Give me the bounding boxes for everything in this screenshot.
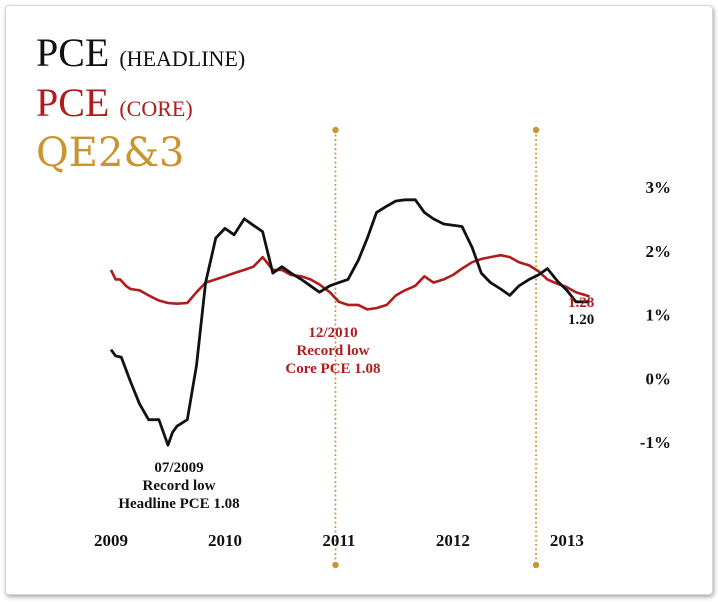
legend-core-sub: (CORE) bbox=[119, 96, 192, 121]
y-tick-label: -1% bbox=[640, 433, 671, 452]
y-tick-label: 2% bbox=[646, 242, 672, 261]
annotation-core-low: 12/2010 Record low Core PCE 1.08 bbox=[285, 325, 380, 377]
legend-core: PCE (CORE) bbox=[36, 80, 193, 125]
core-end-label: 1.28 bbox=[568, 295, 594, 311]
series-layer bbox=[109, 198, 591, 447]
legend-qe: QE2&3 bbox=[36, 130, 185, 176]
y-axis: -1% 0% 1% 2% 3% bbox=[640, 178, 671, 452]
qe-dot-qe2-bottom bbox=[332, 561, 339, 569]
annotation-headline-low: 07/2009 Record low Headline PCE 1.08 bbox=[118, 460, 239, 512]
annotation-headline-line3: Headline PCE 1.08 bbox=[118, 496, 239, 512]
legend-headline-sub: (HEADLINE) bbox=[119, 46, 245, 71]
annotation-core-line2: Record low bbox=[297, 343, 370, 359]
y-tick-label: 3% bbox=[646, 178, 672, 197]
x-tick-label: 2010 bbox=[208, 531, 242, 550]
y-tick-label: 1% bbox=[646, 306, 672, 325]
qe-dot-qe2-top bbox=[332, 126, 339, 134]
annotation-core-line3: Core PCE 1.08 bbox=[285, 361, 380, 377]
qe-dot-qe3-top bbox=[532, 126, 540, 134]
x-tick-label: 2012 bbox=[436, 531, 470, 550]
pce-chart: PCE (HEADLINE) PCE (CORE) QE2&3 -1% 0% 1% 2… bbox=[36, 30, 671, 569]
x-tick-label: 2009 bbox=[94, 531, 128, 550]
legend-core-main: PCE bbox=[36, 80, 109, 125]
x-axis: 2009 2010 2011 2012 2013 bbox=[94, 531, 584, 550]
core-pce-line bbox=[109, 253, 591, 311]
legend-headline-main: PCE bbox=[36, 30, 109, 75]
annotation-headline-line1: 07/2009 bbox=[154, 460, 203, 476]
chart-frame: PCE (HEADLINE) PCE (CORE) QE2&3 -1% 0% 1% 2… bbox=[5, 5, 713, 595]
annotation-headline-line2: Record low bbox=[143, 478, 216, 494]
annotation-core-line1: 12/2010 bbox=[308, 325, 357, 341]
x-tick-label: 2013 bbox=[550, 531, 584, 550]
headline-end-label: 1.20 bbox=[568, 312, 594, 328]
x-tick-label: 2011 bbox=[322, 531, 355, 550]
headline-pce-line bbox=[109, 198, 590, 447]
y-tick-label: 0% bbox=[646, 369, 672, 388]
qe-markers bbox=[332, 126, 540, 569]
legend-headline: PCE (HEADLINE) bbox=[36, 30, 245, 75]
qe-dot-qe3-bottom bbox=[532, 561, 540, 569]
